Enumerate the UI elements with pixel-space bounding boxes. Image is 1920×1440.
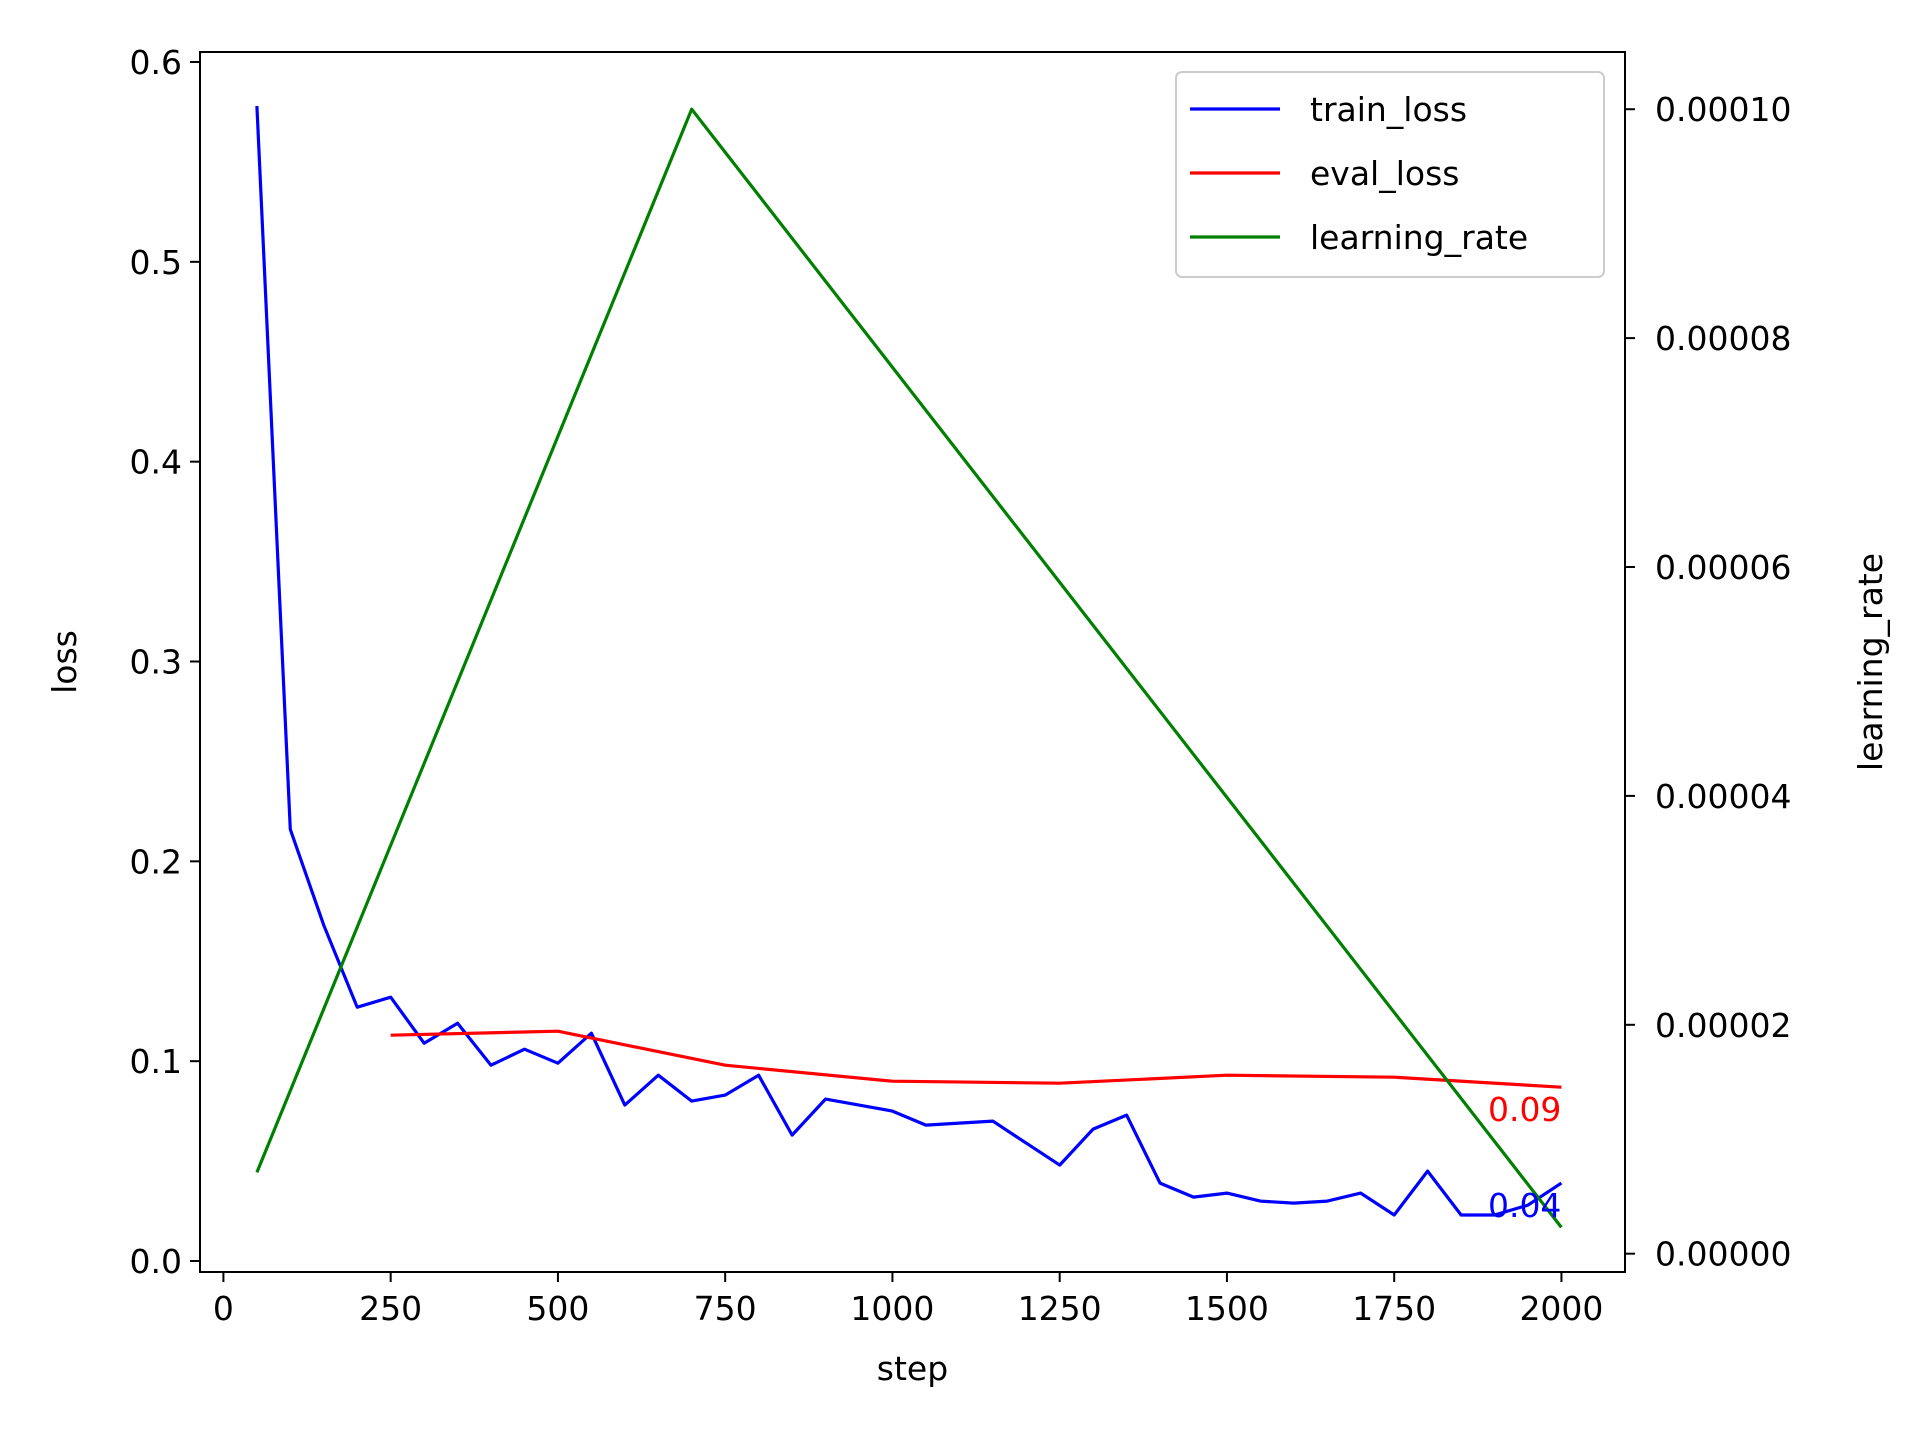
y-tick-label: 0.0 <box>130 1242 182 1281</box>
y2-axis-ticks: 0.00000 0.00002 0.00004 0.00006 0.00008 0.000… <box>1625 90 1791 1274</box>
annotation-layer: 0.09 0.04 <box>1488 1090 1561 1225</box>
y-tick-label: 0.5 <box>130 243 182 282</box>
legend-box <box>1175 71 1605 278</box>
x-tick-label: 750 <box>694 1289 757 1328</box>
y2-tick-label: 0.00000 <box>1655 1235 1791 1274</box>
end-value-label: 0.04 <box>1488 1186 1561 1225</box>
x-tick-label: 1250 <box>1018 1289 1102 1328</box>
series-line-learning-rate <box>255 107 1563 1229</box>
y-tick-label: 0.3 <box>130 643 182 682</box>
end-value-label: 0.09 <box>1488 1090 1561 1129</box>
y-tick-label: 0.4 <box>130 443 182 482</box>
y-tick-label: 0.1 <box>130 1042 182 1081</box>
x-tick-label: 250 <box>359 1289 422 1328</box>
legend: train_loss eval_loss learning_rate <box>1175 71 1605 278</box>
legend-label: learning_rate <box>1310 218 1528 257</box>
x-tick-label: 500 <box>526 1289 589 1328</box>
y2-tick-label: 0.00004 <box>1655 777 1791 816</box>
y2-tick-label: 0.00010 <box>1655 90 1791 129</box>
x-tick-label: 1000 <box>850 1289 934 1328</box>
y2-tick-label: 0.00008 <box>1655 319 1791 358</box>
y-tick-label: 0.6 <box>130 43 182 82</box>
series-layer <box>255 105 1563 1229</box>
y-tick-label: 0.2 <box>130 842 182 881</box>
legend-label: eval_loss <box>1310 154 1459 193</box>
legend-label: train_loss <box>1310 90 1467 129</box>
y-axis-ticks: 0.0 0.1 0.2 0.3 0.4 0.5 0.6 <box>130 43 200 1281</box>
x-axis-label: step <box>877 1349 948 1388</box>
series-line-train-loss <box>255 105 1563 1217</box>
y-axis-label: loss <box>45 630 84 694</box>
x-tick-label: 2000 <box>1519 1289 1603 1328</box>
y2-tick-label: 0.00002 <box>1655 1006 1791 1045</box>
x-tick-label: 0 <box>213 1289 234 1328</box>
x-tick-label: 1500 <box>1185 1289 1269 1328</box>
x-axis-ticks: 0 250 500 750 1000 1250 1500 1750 2000 <box>213 1272 1603 1328</box>
x-tick-label: 1750 <box>1352 1289 1436 1328</box>
y2-tick-label: 0.00006 <box>1655 548 1791 587</box>
series-line-eval-loss <box>390 1029 1562 1089</box>
y2-axis-label: learning_rate <box>1851 553 1890 771</box>
